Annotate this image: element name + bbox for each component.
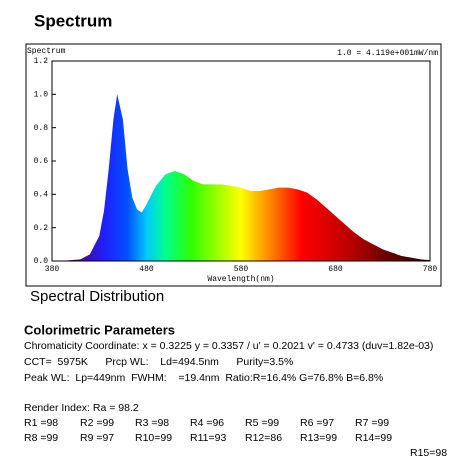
chart-frame [25,43,442,287]
y-tick-label: 0.6 [34,157,49,166]
y-tick-label: 0.4 [34,190,49,199]
render-index-item: R13=99 [300,432,337,444]
render-index-item: R1 =98 [24,417,58,429]
render-index-item: R11=93 [190,432,226,444]
render-index: R1 =98 R2 =99 R3 =98 R4 =96 R5 =99 R6 =97 R7 =… [24,417,447,459]
render-index-title: Render Index: Ra = 98.2 [24,402,139,414]
x-tick-label: 780 [423,265,438,274]
render-index-item: R6 =97 [300,417,334,429]
render-index-item: R14=99 [355,432,392,444]
y-axis-label: Spectrum [27,47,66,56]
x-tick-label: 480 [139,265,154,274]
y-tick-label: 1.2 [34,57,49,66]
render-index-item: R2 =99 [80,417,114,429]
y-tick-label: 1.0 [34,90,49,99]
render-index-item: R12=86 [245,432,282,444]
info-line: Peak WL: Lp=449nm FWHM: =19.4nm Ratio:R=… [24,372,383,384]
render-index-item: R5 =99 [245,417,279,429]
x-tick-label: 580 [234,265,249,274]
x-tick-label: 380 [45,265,60,274]
info-line: CCT= 5975K Prcp WL: Ld=494.5nm Purity=3.… [24,356,293,368]
render-index-item: R10=99 [135,432,172,444]
render-index-item: R3 =98 [135,417,169,429]
section-title: Colorimetric Parameters [24,322,175,337]
y-tick-label: 0.0 [34,257,49,266]
annotation: 1.0 = 4.119e+001mW/nm [337,49,438,58]
render-index-item: R4 =96 [190,417,224,429]
plot [51,60,431,262]
page-title: Spectrum [34,11,112,30]
x-axis-label: Wavelength(nm) [207,275,274,284]
y-tick-label: 0.2 [34,224,49,233]
spectrum-area [52,94,430,261]
render-index-item: R15=98 [410,447,447,459]
render-index-item: R7 =99 [355,417,389,429]
render-index-item: R9 =97 [80,432,114,444]
y-tick-label: 0.8 [34,124,49,133]
caption: Spectral Distribution [30,288,164,305]
x-tick-label: 680 [328,265,343,274]
render-index-item: R8 =99 [24,432,58,444]
info-line: Chromaticity Coordinate: x = 0.3225 y = … [24,340,433,352]
plot-frame [51,60,431,262]
